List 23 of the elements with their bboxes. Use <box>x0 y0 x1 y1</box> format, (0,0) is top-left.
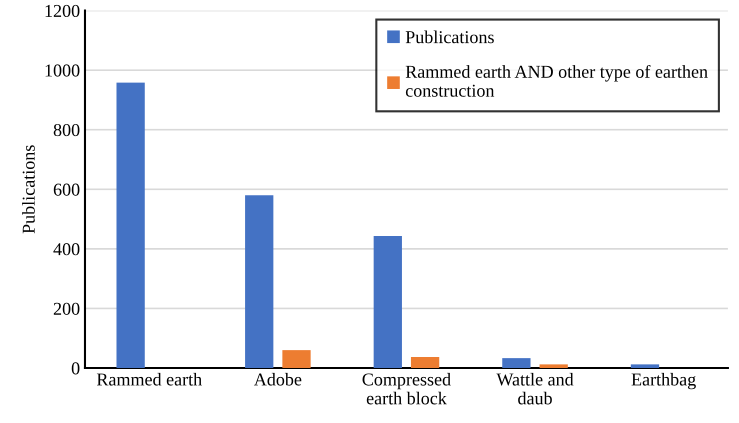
y-axis-title: Publications <box>22 145 35 234</box>
bar <box>410 356 440 368</box>
y-tick-label: 1000 <box>46 64 80 77</box>
bar <box>540 364 568 368</box>
x-tick-label: Earthbag <box>632 372 696 390</box>
x-tick-label: Wattle and daub <box>496 372 574 404</box>
bar <box>245 195 274 368</box>
bar <box>502 358 531 368</box>
bar <box>374 236 402 368</box>
bar <box>116 82 145 368</box>
x-tick-label: Rammed earth <box>96 372 202 386</box>
y-tick-label: 800 <box>54 124 80 136</box>
y-tick-label: 600 <box>54 184 80 196</box>
y-tick-label: 0 <box>72 362 80 374</box>
legend-label: Rammed earth AND other type of earthen construction <box>406 64 708 97</box>
legend-label: Publications <box>406 30 494 44</box>
x-tick-label: Adobe <box>254 372 302 386</box>
bar <box>282 350 311 368</box>
y-tick-label: 1200 <box>46 4 80 18</box>
bar <box>630 364 660 368</box>
x-tick-label: Compressed earth block <box>362 372 451 404</box>
y-tick-label: 200 <box>54 302 80 315</box>
y-tick-label: 400 <box>53 243 80 256</box>
